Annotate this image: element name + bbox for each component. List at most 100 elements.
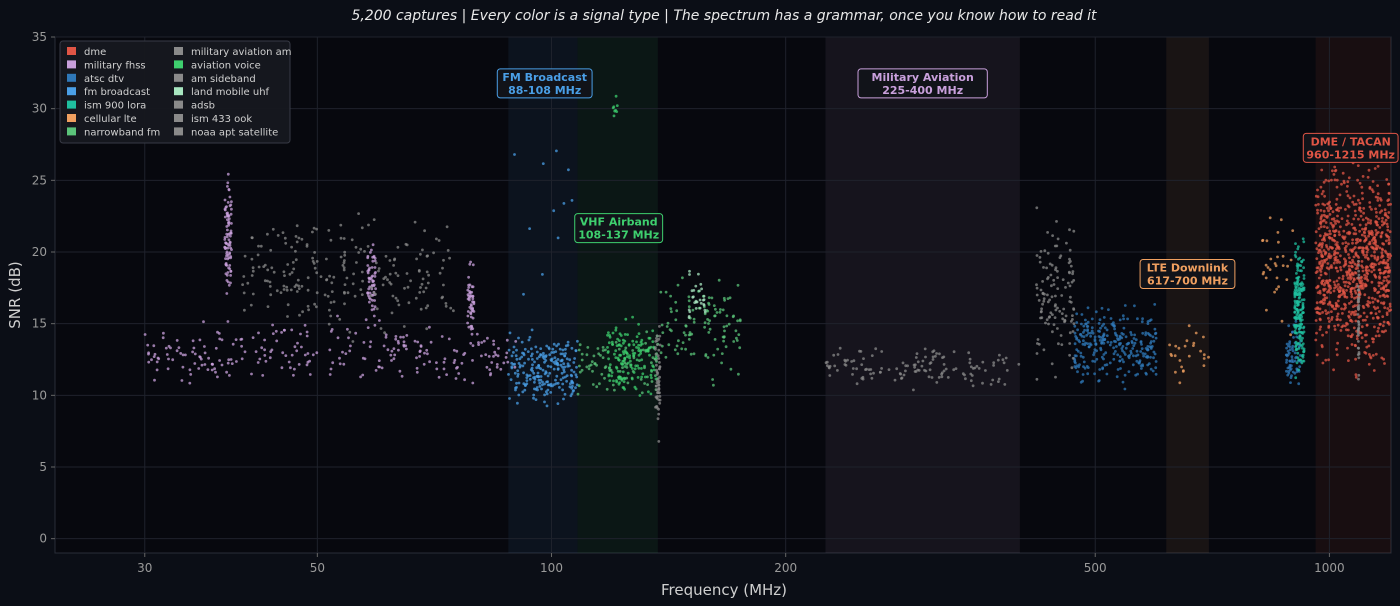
x-tick-label-2: 100	[540, 561, 563, 575]
point-military-fhss-0-161	[281, 351, 285, 355]
point-dme-0-24	[1328, 213, 1332, 216]
point-dme-0-441	[1335, 219, 1339, 223]
point-aviation-voice-0-109	[629, 359, 632, 363]
point-am-sideband-0-201	[425, 270, 429, 274]
point-military-fhss-0-177	[143, 333, 147, 336]
point-dme-0-374	[1361, 318, 1365, 322]
point-fm-broadcast-0-224	[570, 346, 574, 350]
point-dme-0-569	[1386, 199, 1390, 203]
point-military-fhss-0-18	[347, 336, 350, 340]
point-dme-0-627	[1379, 234, 1383, 238]
point-am-sideband-0-118	[250, 236, 254, 240]
point-ism-433-ook-0-21	[1050, 295, 1054, 299]
point-ism-900-lora-0-136	[1300, 354, 1304, 358]
point-military-fhss-0-254	[404, 344, 408, 348]
point-dme-0-835	[1365, 323, 1369, 327]
point-fm-broadcast-0-186	[564, 344, 568, 348]
point-atsc-dtv-0-260	[1120, 358, 1124, 361]
point-dme-0-679	[1354, 313, 1358, 316]
point-fm-broadcast-0-111	[516, 372, 520, 376]
point-land-mobile-uhf-0-19	[698, 298, 702, 302]
point-narrowband-fm-1-76	[587, 367, 591, 371]
point-dme-0-720	[1327, 316, 1330, 320]
point-land-mobile-uhf-0-21	[692, 295, 695, 299]
point-fm-broadcast-0-173	[554, 378, 557, 382]
point-military-fhss-2-30	[372, 307, 376, 311]
point-military-fhss-0-255	[440, 335, 444, 338]
point-military-aviation-am-0-14	[1005, 369, 1009, 372]
point-fm-broadcast-0-229	[524, 384, 527, 387]
point-atsc-dtv-0-111	[1152, 356, 1155, 360]
point-dme-0-611	[1368, 205, 1372, 209]
point-narrowband-fm-0-18	[737, 372, 740, 376]
point-dme-0-60	[1335, 178, 1339, 182]
point-dme-0-174	[1365, 250, 1369, 254]
point-noaa-apt-satellite-0-35	[657, 383, 660, 387]
point-dme-0-614	[1316, 208, 1319, 212]
point-dme-0-749	[1336, 341, 1339, 345]
point-military-fhss-0-235	[397, 348, 400, 352]
point-dme-0-776	[1320, 345, 1324, 349]
point-dme-0-676	[1331, 210, 1335, 214]
point-dme-0-567	[1373, 325, 1376, 329]
point-fm-broadcast-0-158	[556, 358, 560, 361]
point-am-sideband-0-194	[413, 220, 417, 224]
point-narrowband-fm-1-50	[578, 370, 582, 374]
legend-label-military-aviation-am: military aviation am	[191, 47, 292, 58]
point-military-fhss-0-246	[435, 367, 439, 371]
point-military-aviation-am-0-58	[977, 367, 981, 370]
point-dme-0-373	[1371, 300, 1375, 304]
point-am-sideband-0-23	[346, 291, 350, 295]
point-military-fhss-0-154	[280, 366, 284, 370]
point-aviation-voice-0-16	[616, 369, 620, 373]
point-dme-0-709	[1386, 307, 1390, 310]
point-military-fhss-0-94	[377, 359, 381, 362]
point-military-fhss-0-238	[295, 349, 299, 353]
point-atsc-dtv-0-139	[1129, 352, 1133, 355]
point-military-fhss-2-47	[367, 280, 371, 284]
point-military-fhss-0-7	[477, 341, 480, 344]
point-atsc-dtv-0-267	[1086, 372, 1090, 376]
point-ism-433-ook-0-37	[1035, 206, 1039, 210]
point-dme-0-491	[1346, 204, 1350, 208]
point-dme-0-502	[1333, 286, 1336, 290]
point-dme-0-550	[1381, 315, 1385, 318]
point-military-fhss-0-259	[263, 338, 266, 342]
point-dme-0-661	[1376, 244, 1380, 248]
point-atsc-dtv-0-243	[1120, 336, 1124, 340]
point-fm-broadcast-0-26	[575, 365, 578, 369]
point-dme-0-808	[1370, 208, 1373, 211]
point-noaa-apt-satellite-0-57	[654, 347, 657, 351]
point-military-fhss-0-115	[399, 335, 402, 339]
point-military-fhss-0-37	[188, 368, 192, 372]
point-fm-broadcast-0-73	[543, 393, 546, 397]
point-dme-0-760	[1348, 256, 1351, 260]
point-cellular-lte-1-17	[1264, 263, 1268, 267]
point-dme-0-855	[1326, 206, 1329, 210]
point-dme-0-644	[1320, 168, 1324, 172]
point-atsc-dtv-0-249	[1154, 331, 1158, 335]
point-dme-0-302	[1327, 252, 1331, 256]
point-atsc-dtv-0-235	[1126, 317, 1129, 321]
point-atsc-dtv-1-52	[1288, 340, 1292, 344]
point-military-fhss-0-35	[505, 338, 509, 342]
point-narrowband-fm-0-99	[727, 322, 731, 326]
point-fm-broadcast-0-14	[532, 393, 536, 397]
point-am-sideband-0-100	[375, 307, 379, 311]
point-dme-0-361	[1359, 214, 1363, 218]
point-dme-0-817	[1363, 277, 1367, 280]
point-military-fhss-3-43	[466, 310, 470, 313]
point-noaa-apt-satellite-0-58	[655, 363, 658, 367]
point-atsc-dtv-0-259	[1130, 333, 1133, 337]
point-military-aviation-am-0-36	[855, 382, 859, 386]
point-dme-0-879	[1376, 257, 1380, 261]
point-military-fhss-0-76	[369, 340, 373, 344]
point-dme-0-76	[1354, 228, 1357, 232]
point-military-aviation-am-0-63	[860, 363, 864, 366]
point-fm-broadcast-0-56	[564, 347, 567, 351]
point-fm-broadcast-0-41	[530, 347, 533, 351]
point-am-sideband-0-183	[388, 281, 392, 284]
point-dme-0-610	[1373, 167, 1377, 170]
point-ism-900-lora-0-49	[1297, 296, 1301, 300]
